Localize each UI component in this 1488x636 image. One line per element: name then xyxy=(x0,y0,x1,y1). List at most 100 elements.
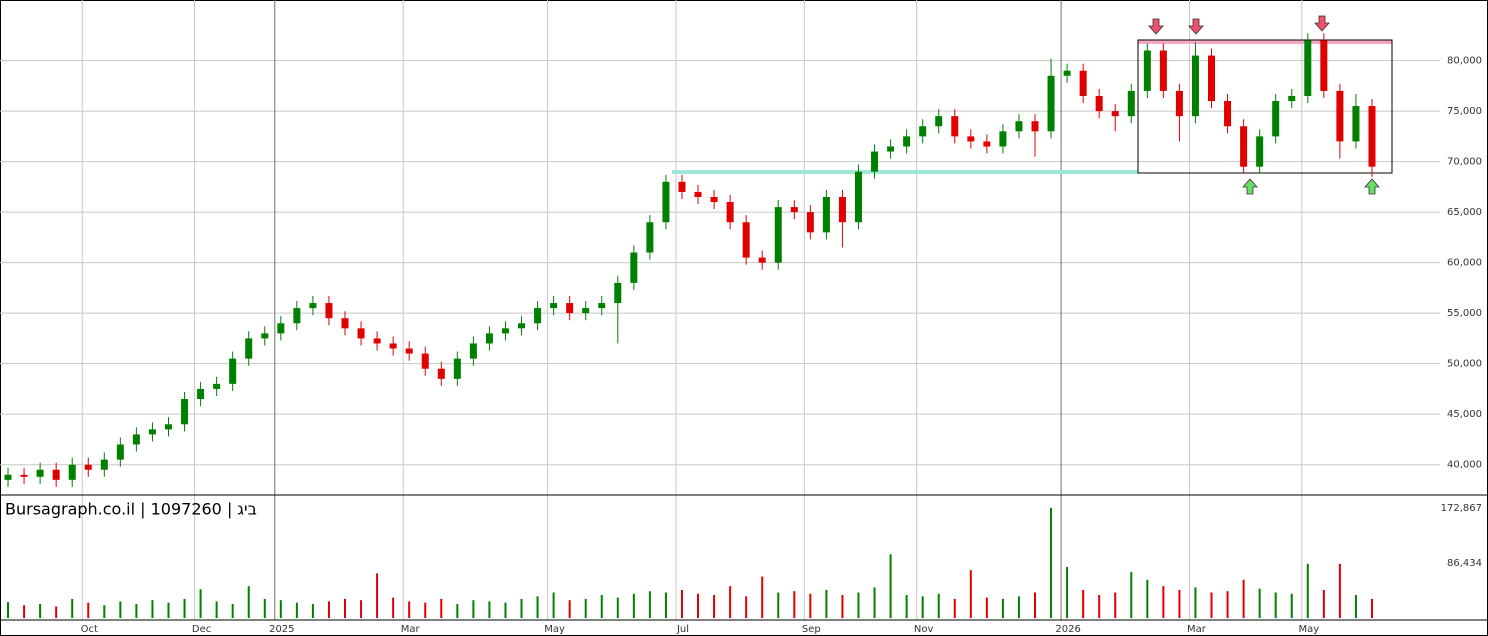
candle-body xyxy=(598,303,606,309)
volume-bar xyxy=(456,603,459,618)
volume-bar xyxy=(648,591,651,618)
candle-body xyxy=(1191,55,1199,117)
candle-body xyxy=(501,328,509,334)
candle-body xyxy=(983,141,991,147)
candle-body xyxy=(341,318,349,329)
volume-bar xyxy=(793,591,796,618)
volume-bar xyxy=(1338,563,1341,618)
volume-bar xyxy=(119,601,122,618)
candle-body xyxy=(1288,95,1296,102)
candle-body xyxy=(726,202,734,223)
candle-body xyxy=(261,333,269,339)
candle-body xyxy=(1175,90,1183,117)
volume-bar xyxy=(55,606,58,618)
volume-bar xyxy=(889,554,892,618)
volume-bar xyxy=(215,601,218,618)
volume-bar xyxy=(969,570,972,618)
y-tick-label: 40,000 xyxy=(1447,460,1482,471)
volume-bar xyxy=(616,597,619,618)
volume-bar xyxy=(376,573,379,618)
volume-bar xyxy=(761,576,764,618)
volume-bar xyxy=(584,598,587,618)
candle-body xyxy=(822,196,830,233)
candle-body xyxy=(887,146,895,152)
volume-bar xyxy=(841,595,844,618)
candle-body xyxy=(967,136,975,142)
candle-body xyxy=(245,338,253,359)
candle-body xyxy=(1143,50,1151,91)
candle-body xyxy=(1063,70,1071,76)
volume-bar xyxy=(135,603,138,618)
volume-bar xyxy=(39,603,42,618)
x-tick-label: Nov xyxy=(914,624,934,635)
volume-bar xyxy=(424,602,427,618)
down-arrow xyxy=(1188,18,1204,35)
x-tick-label: Oct xyxy=(81,624,98,635)
y-tick-label: 60,000 xyxy=(1447,258,1482,269)
candle-body xyxy=(919,126,927,137)
volume-bar xyxy=(857,592,860,618)
volume-bar xyxy=(1242,579,1245,618)
candle-body xyxy=(293,308,301,324)
volume-bar xyxy=(632,593,635,618)
volume-bar xyxy=(472,600,475,618)
candle-body xyxy=(1240,126,1248,167)
volume-bar xyxy=(953,598,956,618)
candle-body xyxy=(951,116,959,137)
volume-bar xyxy=(1194,587,1197,618)
volume-bar xyxy=(1258,588,1261,618)
candle-body xyxy=(1256,136,1264,167)
candle-body xyxy=(1031,121,1039,132)
candle-body xyxy=(1159,50,1167,91)
candle-body xyxy=(1047,75,1055,132)
candle-body xyxy=(197,388,205,400)
volume-bar xyxy=(344,598,346,618)
volume-bar xyxy=(408,601,411,618)
x-tick-label: Jul xyxy=(676,624,689,635)
candle-body xyxy=(116,444,124,460)
candle-body xyxy=(421,353,429,369)
watermark: Bursagraph.co.il | 1097260 | ביג xyxy=(5,500,257,519)
volume-bar xyxy=(23,605,26,618)
volume-bar xyxy=(1162,586,1165,618)
volume-bar xyxy=(985,597,988,618)
candle-body xyxy=(550,303,558,309)
candle-body xyxy=(566,303,574,314)
candle-body xyxy=(518,323,526,329)
x-tick-label: 2025 xyxy=(269,624,294,635)
volume-bar xyxy=(921,596,924,618)
candle-body xyxy=(1352,106,1360,142)
y-tick-label: 50,000 xyxy=(1447,359,1482,370)
candle-body xyxy=(854,171,862,223)
candle-body xyxy=(437,368,445,379)
volume-bar xyxy=(1178,589,1181,618)
volume-bar xyxy=(600,595,603,618)
candle-body xyxy=(758,257,766,263)
candle-body xyxy=(1079,70,1087,96)
candle-body xyxy=(229,358,237,384)
volume-bar xyxy=(520,598,523,618)
volume-bar xyxy=(1130,572,1133,618)
x-tick-label: Mar xyxy=(1187,624,1207,635)
candle-body xyxy=(20,474,28,477)
candle-body xyxy=(871,151,879,172)
candle-body xyxy=(453,358,461,379)
volume-bar xyxy=(1017,596,1020,618)
volume-bar xyxy=(873,587,876,618)
volume-bar xyxy=(1034,592,1036,618)
volume-bar xyxy=(360,600,363,618)
candle-body xyxy=(389,343,397,349)
candle-body xyxy=(1095,95,1103,112)
volume-bar xyxy=(1001,598,1004,618)
volume-bar xyxy=(713,595,716,618)
volume-bar xyxy=(697,593,700,618)
candle-body xyxy=(405,348,413,354)
candle-body xyxy=(646,222,654,253)
candle-body xyxy=(806,212,814,233)
volume-bar xyxy=(1370,598,1373,618)
candle-body xyxy=(213,383,221,389)
candle-body xyxy=(694,191,702,197)
candle-body xyxy=(582,308,590,314)
